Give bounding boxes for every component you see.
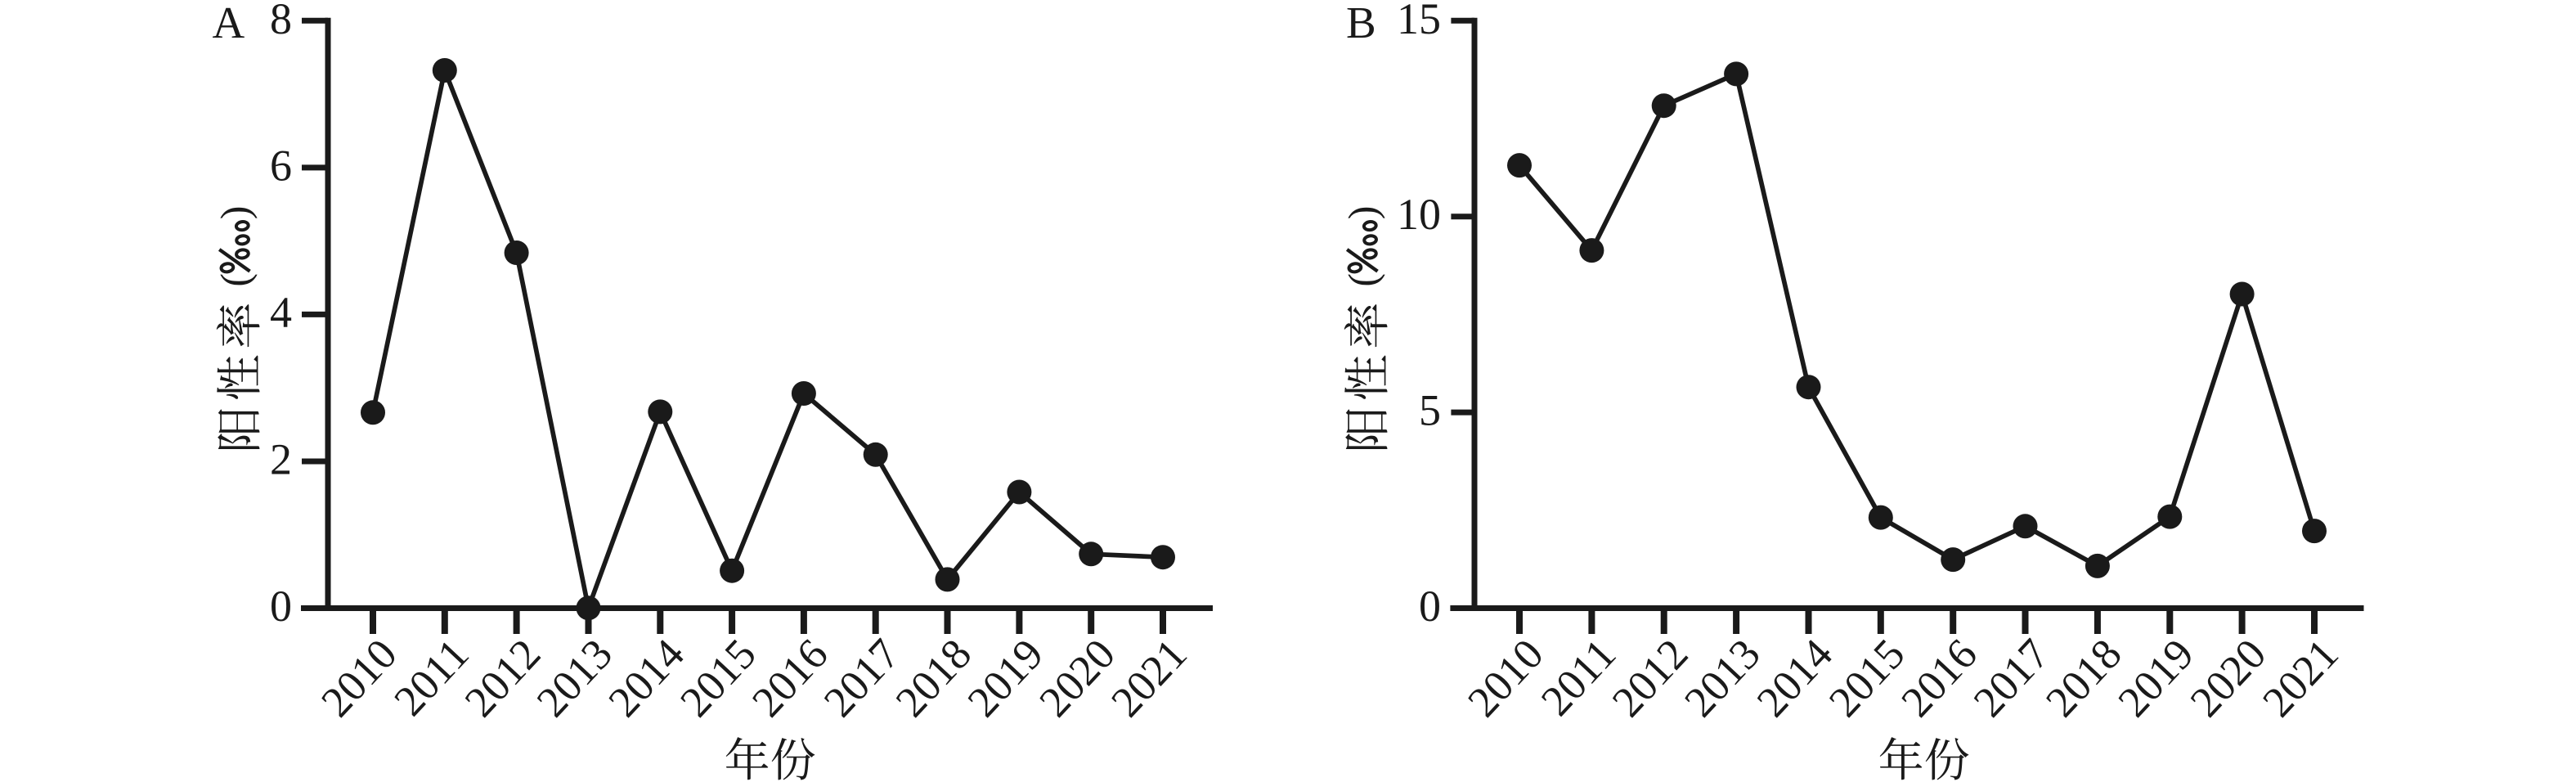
svg-text:5: 5 (1419, 386, 1441, 435)
svg-text:A: A (213, 0, 245, 47)
svg-text:B: B (1346, 0, 1376, 47)
svg-text:0: 0 (1419, 582, 1441, 631)
svg-text:6: 6 (270, 141, 292, 190)
svg-text:15: 15 (1397, 0, 1441, 43)
svg-text:(: ( (1340, 273, 1385, 287)
svg-text:): ) (212, 206, 258, 220)
svg-text:8: 8 (270, 0, 292, 43)
svg-text:10: 10 (1397, 190, 1441, 239)
svg-text:0: 0 (270, 582, 292, 631)
svg-text:2: 2 (270, 435, 292, 484)
svg-text:4: 4 (270, 288, 292, 337)
svg-text:): ) (1340, 206, 1385, 220)
svg-text:(: ( (212, 273, 258, 287)
